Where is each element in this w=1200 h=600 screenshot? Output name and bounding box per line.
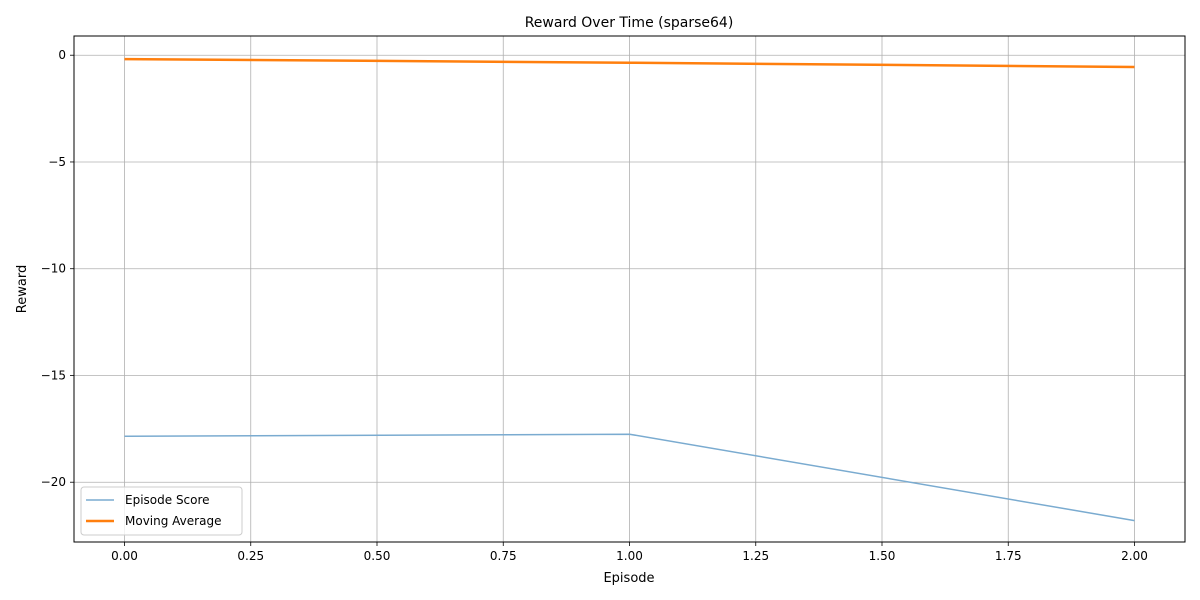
x-tick-label: 0.00 [111, 549, 138, 563]
x-tick-label: 0.25 [237, 549, 264, 563]
y-tick-label: 0 [58, 48, 66, 62]
legend-label-moving-average: Moving Average [125, 514, 221, 528]
x-tick-label: 1.50 [869, 549, 896, 563]
y-tick-label: −10 [41, 262, 66, 276]
x-tick-label: 0.75 [490, 549, 517, 563]
y-axis-ticks: 0 −5 −10 −15 −20 [41, 48, 74, 489]
x-tick-label: 1.75 [995, 549, 1022, 563]
y-tick-label: −15 [41, 368, 66, 382]
x-tick-label: 1.00 [616, 549, 643, 563]
y-tick-label: −20 [41, 475, 66, 489]
series-line-moving-average [124, 57, 1135, 69]
y-axis-label: Reward [15, 265, 30, 313]
legend-label-episode-score: Episode Score [125, 493, 210, 507]
x-axis-label: Episode [603, 571, 654, 586]
x-tick-label: 0.50 [364, 549, 391, 563]
x-axis-ticks: 0.00 0.25 0.50 0.75 1.00 1.25 1.50 1.75 2.00 [111, 542, 1148, 563]
y-tick-label: −5 [48, 155, 66, 169]
x-tick-label: 2.00 [1121, 549, 1148, 563]
x-tick-label: 1.25 [742, 549, 769, 563]
series-lines [124, 57, 1135, 522]
legend-box [80, 486, 243, 536]
series-line-episode-score [124, 433, 1135, 522]
legend: Episode Score Moving Average [80, 486, 243, 536]
grid-lines [74, 36, 1185, 542]
chart-title: Reward Over Time (sparse64) [525, 15, 734, 31]
